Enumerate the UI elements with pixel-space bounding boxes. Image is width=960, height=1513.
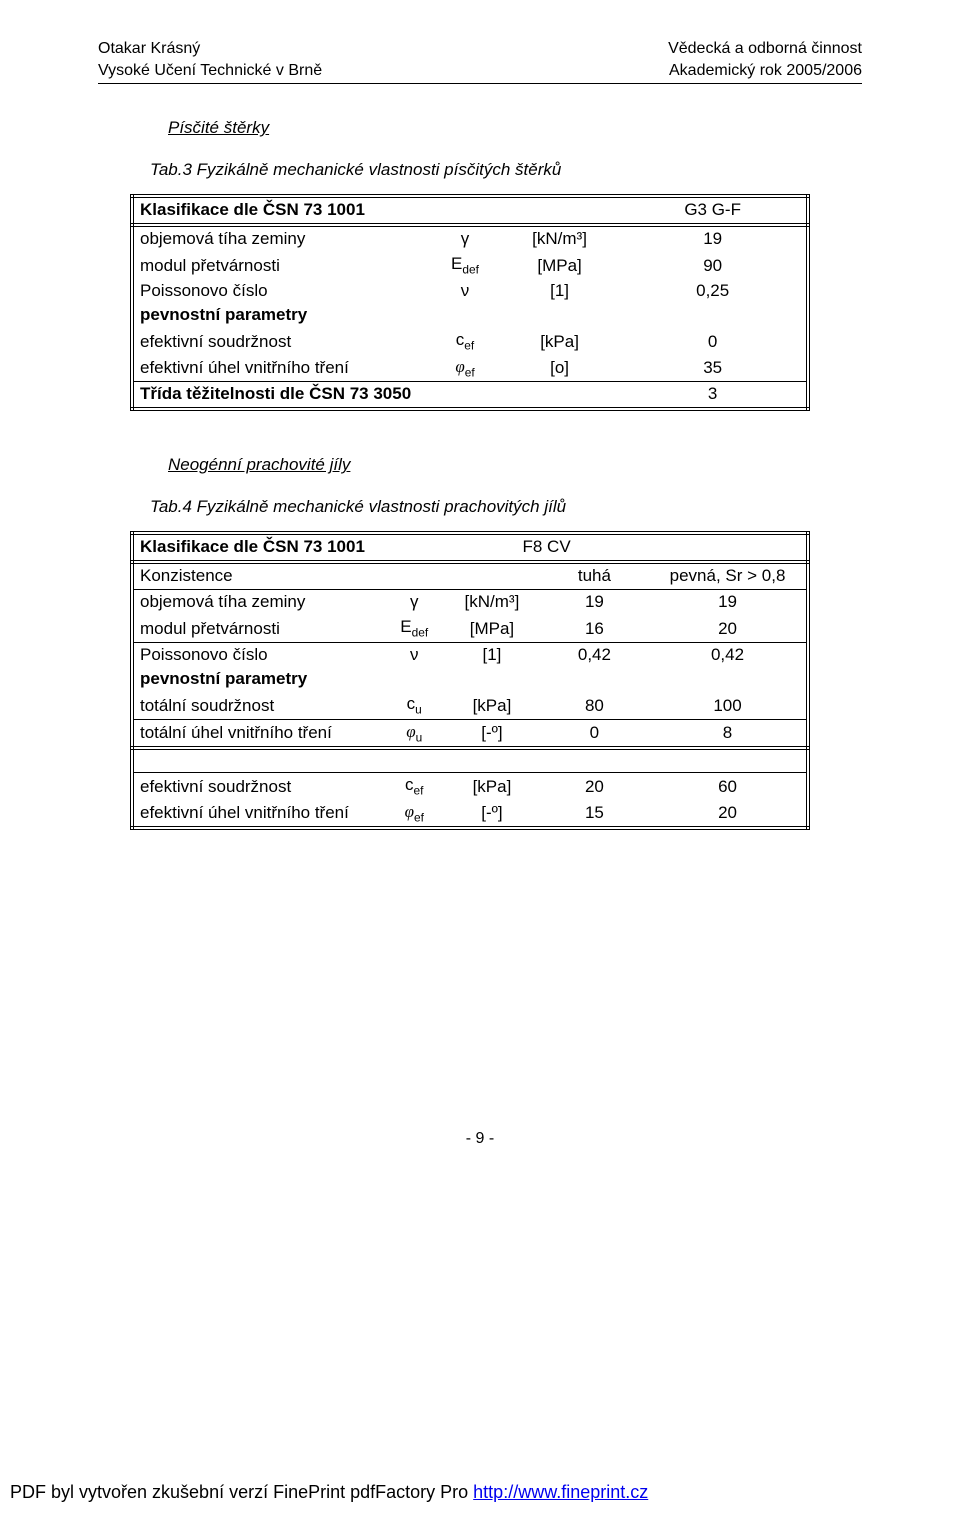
t3-r2b-unit: [o] <box>500 355 619 382</box>
page-header: Otakar Krásný Vysoké Učení Technické v B… <box>98 38 862 81</box>
t3-r1-unit: [MPa] <box>500 252 619 278</box>
t3-foot-value: 3 <box>619 382 808 409</box>
t3-r2-unit: [1] <box>500 279 619 304</box>
pdf-text: PDF byl vytvořen zkušební verzí FinePrin… <box>10 1482 473 1502</box>
t3-r0-val: 19 <box>619 225 808 252</box>
t4-r0-sym: γ <box>384 590 444 615</box>
t4-r1-v2: 20 <box>649 615 808 642</box>
t4-r1-name: modul přetvárnosti <box>132 615 384 642</box>
t3-r0-name: objemová tíha zeminy <box>132 225 430 252</box>
t3-r2a-sym: cef <box>430 328 500 354</box>
t3-r1-name: modul přetvárnosti <box>132 252 430 278</box>
t4-r2b-v2: 8 <box>649 719 808 748</box>
header-right-2: Akademický rok 2005/2006 <box>669 62 862 79</box>
t4-head-label2: Klasifikace dle ČSN 73 1001 <box>132 533 384 562</box>
t4-head-value2: F8 CV <box>444 533 649 562</box>
t3-r2a-unit: [kPa] <box>500 328 619 354</box>
t3-head-label: Klasifikace dle ČSN 73 1001 <box>132 196 430 225</box>
t3-r2-name: Poissonovo číslo <box>132 279 430 304</box>
t4-r2-sym: ν <box>384 642 444 667</box>
header-right-1: Vědecká a odborná činnost <box>668 40 862 57</box>
t4-r2-unit: [1] <box>444 642 540 667</box>
t4-r2b-v1: 0 <box>540 719 649 748</box>
t4-konz-c1: tuhá <box>540 562 649 589</box>
t3-r0-sym: γ <box>430 225 500 252</box>
table4-full: Klasifikace dle ČSN 73 1001 F8 CV Konzis… <box>130 531 810 830</box>
t3-r2b-sym: φef <box>430 355 500 382</box>
t4-r3a-unit: [kPa] <box>444 773 540 800</box>
t4-r0-v2: 19 <box>649 590 808 615</box>
t4-r3b-unit: [-º] <box>444 800 540 828</box>
t3-r2-val: 0,25 <box>619 279 808 304</box>
t4-konz-label: Konzistence <box>132 562 384 589</box>
t4-r2a-name: totální soudržnost <box>132 692 384 719</box>
t4-r0-name: objemová tíha zeminy <box>132 590 384 615</box>
t3-foot-label: Třída těžitelnosti dle ČSN 73 3050 <box>132 382 430 409</box>
section2-heading: Neogénní prachovité jíly <box>168 455 350 474</box>
t3-r2-sym: ν <box>430 279 500 304</box>
t4-r2-v2: 0,42 <box>649 642 808 667</box>
t4-bold-row: pevnostní parametry <box>132 667 384 692</box>
pdf-factory-line: PDF byl vytvořen zkušební verzí FinePrin… <box>10 1482 648 1503</box>
t4-r2a-v1: 80 <box>540 692 649 719</box>
t3-r2a-val: 0 <box>619 328 808 354</box>
t4-r2a-unit: [kPa] <box>444 692 540 719</box>
page-number: - 9 - <box>0 1130 960 1148</box>
t4-r2a-v2: 100 <box>649 692 808 719</box>
t3-r1-val: 90 <box>619 252 808 278</box>
t4-r2-v1: 0,42 <box>540 642 649 667</box>
t4-r3b-v2: 20 <box>649 800 808 828</box>
t3-r2b-val: 35 <box>619 355 808 382</box>
section1-heading: Písčité štěrky <box>168 118 269 137</box>
t4-r3b-sym: φef <box>384 800 444 828</box>
t4-r3a-v2: 60 <box>649 773 808 800</box>
t3-r2b-name: efektivní úhel vnitřního tření <box>132 355 430 382</box>
t4-r3a-v1: 20 <box>540 773 649 800</box>
t4-r0-v1: 19 <box>540 590 649 615</box>
header-left-2: Vysoké Učení Technické v Brně <box>98 62 322 79</box>
header-left-1: Otakar Krásný <box>98 40 200 57</box>
t4-r2b-sym: φu <box>384 719 444 748</box>
t4-konz-c2: pevná, Sr > 0,8 <box>649 562 808 589</box>
t3-head-value: G3 G-F <box>619 196 808 225</box>
t4-r3a-name: efektivní soudržnost <box>132 773 384 800</box>
t4-r2-name: Poissonovo číslo <box>132 642 384 667</box>
t4-r1-unit: [MPa] <box>444 615 540 642</box>
table4-caption: Tab.4 Fyzikálně mechanické vlastnosti pr… <box>150 497 862 517</box>
t4-r2a-sym: cu <box>384 692 444 719</box>
t4-r2b-name: totální úhel vnitřního tření <box>132 719 384 748</box>
pdf-link[interactable]: http://www.fineprint.cz <box>473 1482 648 1502</box>
table3-caption: Tab.3 Fyzikálně mechanické vlastnosti pí… <box>150 160 862 180</box>
t3-r0-unit: [kN/m³] <box>500 225 619 252</box>
t3-r2a-name: efektivní soudržnost <box>132 328 430 354</box>
table3: Klasifikace dle ČSN 73 1001 G3 G-F objem… <box>130 194 810 411</box>
t4-r3b-v1: 15 <box>540 800 649 828</box>
t4-r1-sym: Edef <box>384 615 444 642</box>
header-rule <box>98 83 862 84</box>
t4-r3b-name: efektivní úhel vnitřního tření <box>132 800 384 828</box>
t3-r1-sym: Edef <box>430 252 500 278</box>
t4-r0-unit: [kN/m³] <box>444 590 540 615</box>
t4-r1-v1: 16 <box>540 615 649 642</box>
t4-r2b-unit: [-º] <box>444 719 540 748</box>
t3-bold-row: pevnostní parametry <box>132 303 430 328</box>
t4-r3a-sym: cef <box>384 773 444 800</box>
